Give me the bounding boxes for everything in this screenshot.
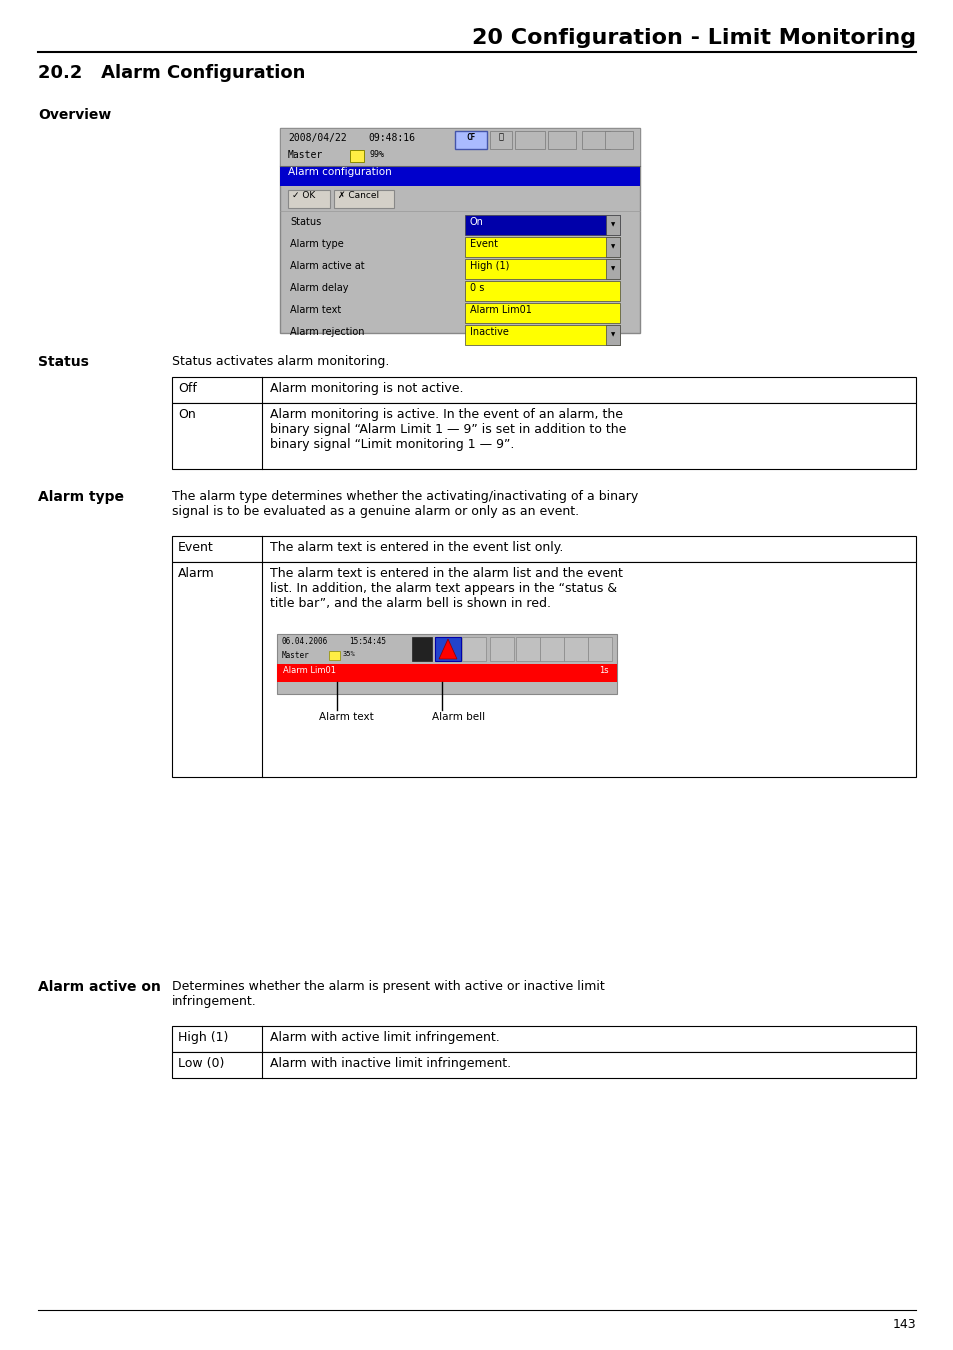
Bar	[172, 1026, 915, 1052]
Text: 35%: 35%	[343, 651, 355, 657]
Text: 20.2   Alarm Configuration: 20.2 Alarm Configuration	[38, 63, 305, 82]
Bar	[605, 215, 619, 235]
Text: High (1): High (1)	[178, 1031, 228, 1044]
Text: Off: Off	[178, 382, 196, 396]
Text: Alarm active at: Alarm active at	[290, 261, 364, 271]
Text: Alarm text: Alarm text	[290, 305, 341, 315]
Text: Status: Status	[38, 355, 89, 369]
Text: Alarm Lim01: Alarm Lim01	[283, 666, 335, 675]
Text: Alarm with active limit infringement.: Alarm with active limit infringement.	[270, 1031, 499, 1044]
Bar	[605, 238, 619, 256]
Text: Event: Event	[178, 541, 213, 554]
Text: 0 s: 0 s	[470, 284, 484, 293]
Bar	[464, 259, 619, 279]
Text: CF: CF	[466, 134, 476, 142]
Bar	[172, 404, 915, 468]
Bar	[515, 131, 544, 148]
Text: Alarm rejection: Alarm rejection	[290, 327, 364, 338]
Text: Alarm monitoring is active. In the event of an alarm, the
binary signal “Alarm L: Alarm monitoring is active. In the event…	[270, 408, 626, 451]
Bar	[464, 302, 619, 323]
Bar	[516, 637, 539, 662]
Bar	[435, 637, 460, 662]
Bar	[172, 536, 915, 562]
Bar	[605, 325, 619, 346]
Bar	[464, 238, 619, 256]
Text: ▼: ▼	[610, 223, 615, 228]
Bar	[587, 637, 612, 662]
Bar	[334, 190, 394, 208]
Text: High (1): High (1)	[470, 261, 509, 271]
Text: Status: Status	[290, 217, 321, 227]
Text: ✗ Cancel: ✗ Cancel	[337, 190, 378, 200]
Text: Alarm configuration: Alarm configuration	[288, 167, 392, 177]
Bar	[172, 1052, 915, 1079]
Text: 15:54:45: 15:54:45	[349, 637, 386, 647]
Bar	[455, 131, 486, 148]
Text: On: On	[470, 217, 483, 227]
Text: Event: Event	[470, 239, 497, 248]
Text: On: On	[178, 408, 195, 421]
Text: The alarm text is entered in the alarm list and the event
list. In addition, the: The alarm text is entered in the alarm l…	[270, 567, 622, 610]
Text: 99%: 99%	[370, 150, 385, 159]
Bar	[547, 131, 576, 148]
Polygon shape	[438, 639, 456, 659]
Text: The alarm type determines whether the activating/inactivating of a binary
signal: The alarm type determines whether the ac…	[172, 490, 638, 518]
Bar	[539, 637, 563, 662]
Text: 143: 143	[891, 1318, 915, 1331]
Bar	[605, 259, 619, 279]
Text: Overview: Overview	[38, 108, 112, 122]
Bar	[412, 637, 432, 662]
Bar	[581, 131, 609, 148]
Text: Alarm active on: Alarm active on	[38, 980, 161, 994]
Bar	[280, 166, 639, 186]
Bar	[288, 190, 330, 208]
Text: ▼: ▼	[610, 266, 615, 271]
Bar	[464, 215, 619, 235]
Bar	[329, 651, 339, 660]
Bar	[461, 637, 485, 662]
Bar	[604, 131, 633, 148]
Bar	[563, 637, 587, 662]
Bar	[276, 634, 617, 694]
Bar	[280, 128, 639, 166]
Bar	[490, 637, 514, 662]
Text: 09:48:16: 09:48:16	[368, 134, 415, 143]
Text: Alarm with inactive limit infringement.: Alarm with inactive limit infringement.	[270, 1057, 511, 1071]
Text: Inactive: Inactive	[470, 327, 508, 338]
Text: 1s: 1s	[598, 666, 608, 675]
Text: The alarm text is entered in the event list only.: The alarm text is entered in the event l…	[270, 541, 563, 554]
Bar	[280, 128, 639, 333]
Text: Alarm monitoring is not active.: Alarm monitoring is not active.	[270, 382, 463, 396]
Text: ▼: ▼	[610, 332, 615, 338]
Text: 🔔: 🔔	[498, 132, 503, 140]
Text: Master: Master	[282, 651, 310, 660]
Text: 06.04.2006: 06.04.2006	[282, 637, 328, 647]
Bar	[172, 377, 915, 404]
Text: Determines whether the alarm is present with active or inactive limit
infringeme: Determines whether the alarm is present …	[172, 980, 604, 1008]
Text: Master: Master	[288, 150, 323, 161]
Bar	[276, 664, 617, 682]
Text: Alarm: Alarm	[178, 567, 214, 580]
Text: Alarm delay: Alarm delay	[290, 284, 348, 293]
Text: Alarm type: Alarm type	[38, 490, 124, 504]
Bar	[464, 281, 619, 301]
Bar	[490, 131, 512, 148]
Bar	[350, 150, 364, 162]
Text: Alarm type: Alarm type	[290, 239, 343, 248]
Text: ✓ OK: ✓ OK	[292, 190, 314, 200]
Text: Status activates alarm monitoring.: Status activates alarm monitoring.	[172, 355, 389, 369]
Text: Alarm bell: Alarm bell	[432, 711, 485, 722]
Text: Alarm Lim01: Alarm Lim01	[470, 305, 532, 315]
Text: Low (0): Low (0)	[178, 1057, 224, 1071]
Text: 20 Configuration - Limit Monitoring: 20 Configuration - Limit Monitoring	[472, 28, 915, 49]
Text: 2008/04/22: 2008/04/22	[288, 134, 346, 143]
Text: Alarm text: Alarm text	[318, 711, 374, 722]
Bar	[172, 562, 915, 778]
Text: ▼: ▼	[610, 244, 615, 250]
Bar	[464, 325, 619, 346]
